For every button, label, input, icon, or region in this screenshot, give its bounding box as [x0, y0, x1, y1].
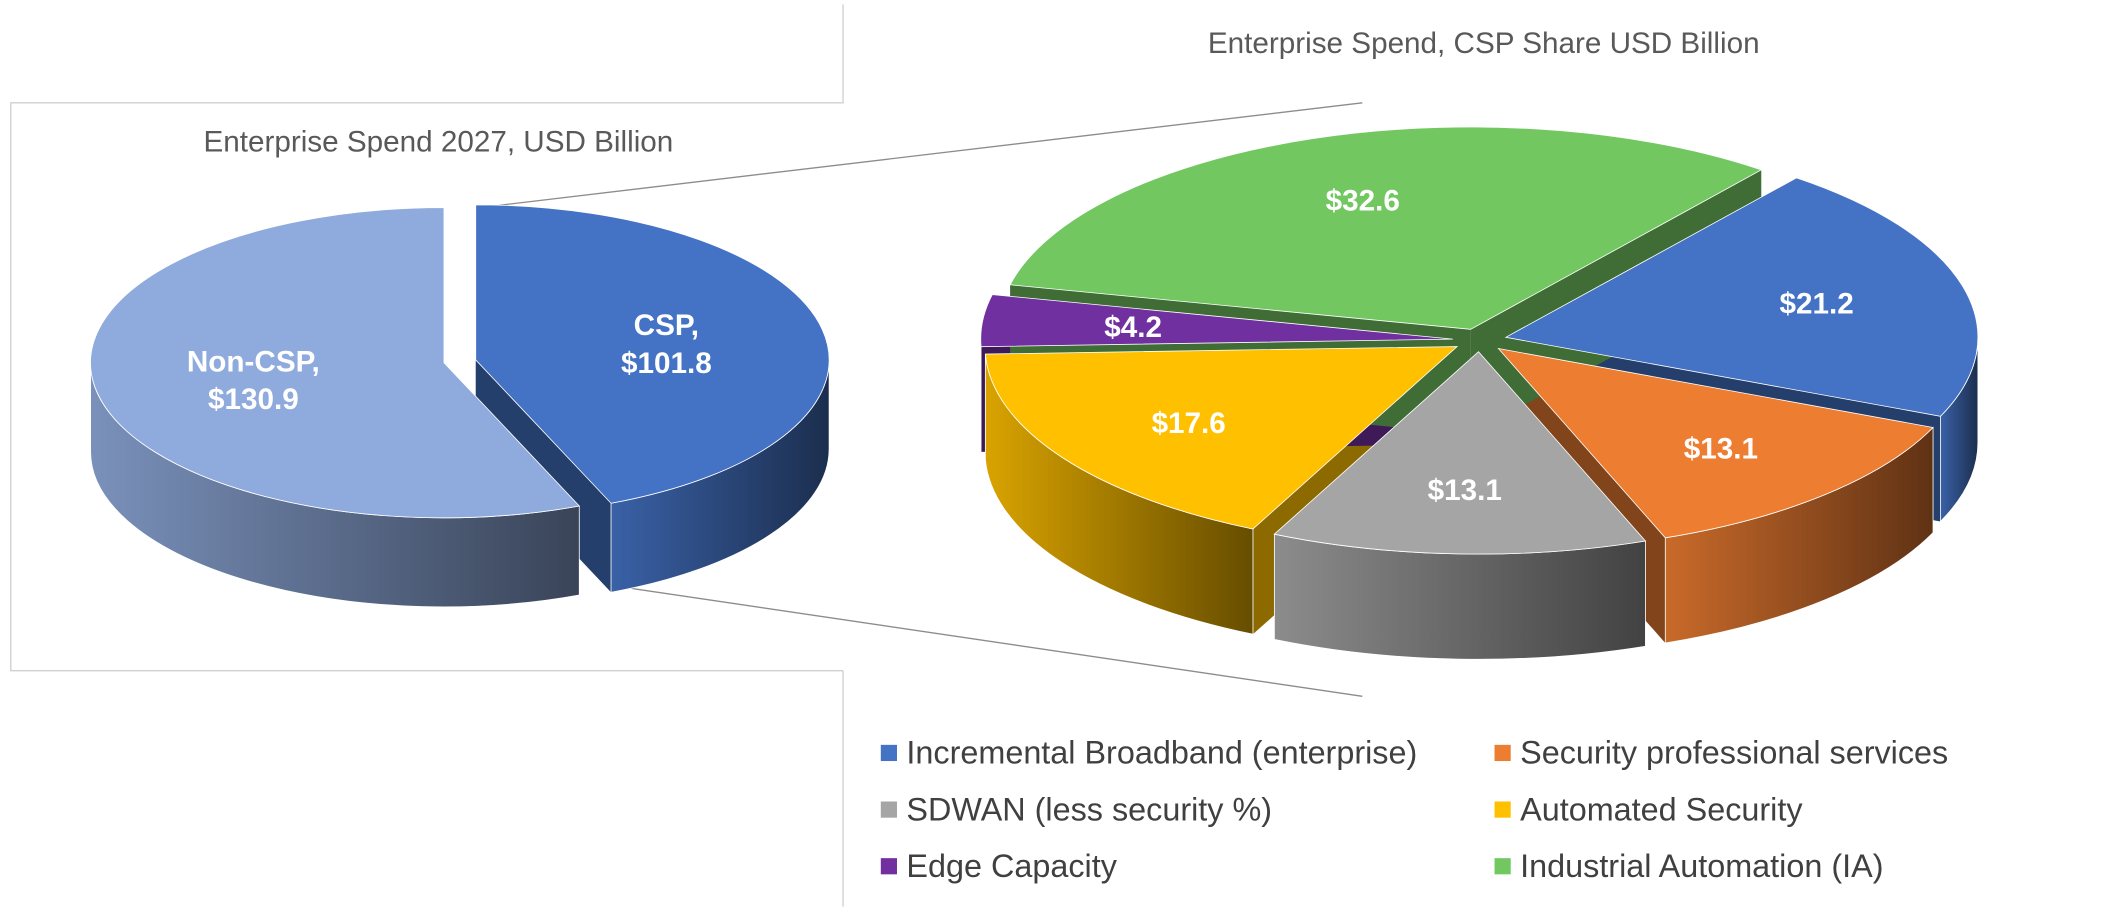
pie: Non-CSP, $130.9 CSP, $101.8	[90, 204, 830, 608]
slice	[1497, 347, 1934, 539]
legend-label: Incremental Broadband (enterprise)	[906, 735, 1417, 771]
slice-category-label: CSP,	[634, 309, 699, 342]
slice	[475, 204, 830, 504]
slice-value-label: $13.1	[1684, 433, 1758, 466]
slice-value-label: $4.2	[1104, 311, 1162, 344]
legend-swatch	[880, 801, 897, 818]
legend-swatch	[1494, 801, 1511, 818]
legend-label: Industrial Automation (IA)	[1520, 848, 1883, 884]
legend-swatch	[1494, 744, 1511, 762]
legend: Incremental Broadband (enterprise) Securi…	[880, 735, 1948, 884]
legend-label: Edge Capacity	[906, 848, 1117, 884]
legend-swatch	[880, 858, 897, 875]
connector-line	[498, 102, 1363, 206]
slice-value-label: $13.1	[1428, 474, 1502, 507]
legend-label: Automated Security	[1520, 791, 1803, 827]
slice	[1504, 177, 1979, 417]
legend-swatch	[880, 744, 897, 762]
slice-category-label: Non-CSP,	[187, 345, 320, 378]
slice-value-label: $101.8	[621, 347, 712, 380]
slice	[1009, 126, 1763, 330]
legend-label: SDWAN (less security %)	[906, 791, 1272, 827]
slice	[984, 346, 1459, 530]
slice	[980, 294, 1453, 348]
frame	[10, 4, 844, 907]
slice-value-label: $32.6	[1326, 185, 1400, 218]
chart-title: Enterprise Spend, CSP Share USD Billion	[1208, 27, 1760, 60]
slice-value-label: $130.9	[208, 383, 299, 416]
slice	[90, 207, 581, 519]
connector-line	[631, 587, 1363, 697]
legend-swatch	[1494, 858, 1511, 875]
legend-label: Security professional services	[1520, 735, 1948, 771]
frame-line	[10, 4, 844, 672]
slice	[1273, 351, 1647, 555]
pie: $21.2 $13.1 $13.1 $17.6 $4.2 $32.6	[980, 126, 1979, 660]
connectors	[498, 102, 1363, 697]
chart-title: Enterprise Spend 2027, USD Billion	[203, 125, 673, 158]
slice-value-label: $17.6	[1152, 407, 1226, 440]
slice-value-label: $21.2	[1779, 288, 1853, 321]
